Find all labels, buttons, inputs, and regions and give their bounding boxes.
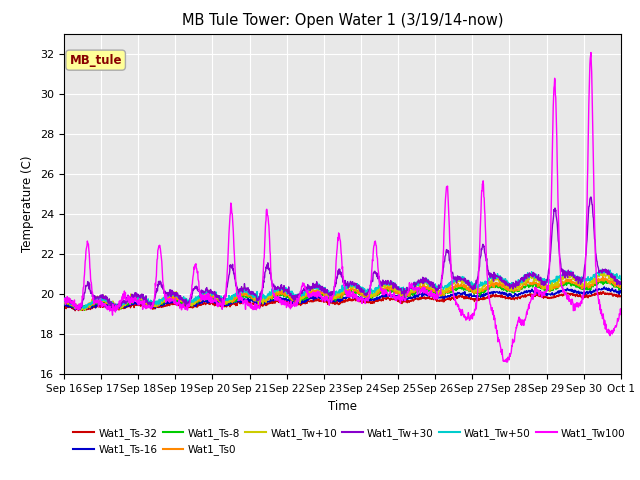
Text: MB_tule: MB_tule <box>69 54 122 67</box>
Y-axis label: Temperature (C): Temperature (C) <box>22 156 35 252</box>
X-axis label: Time: Time <box>328 400 357 413</box>
Legend: Wat1_Ts-32, Wat1_Ts-16, Wat1_Ts-8, Wat1_Ts0, Wat1_Tw+10, Wat1_Tw+30, Wat1_Tw+50,: Wat1_Ts-32, Wat1_Ts-16, Wat1_Ts-8, Wat1_… <box>69 424 630 459</box>
Title: MB Tule Tower: Open Water 1 (3/19/14-now): MB Tule Tower: Open Water 1 (3/19/14-now… <box>182 13 503 28</box>
